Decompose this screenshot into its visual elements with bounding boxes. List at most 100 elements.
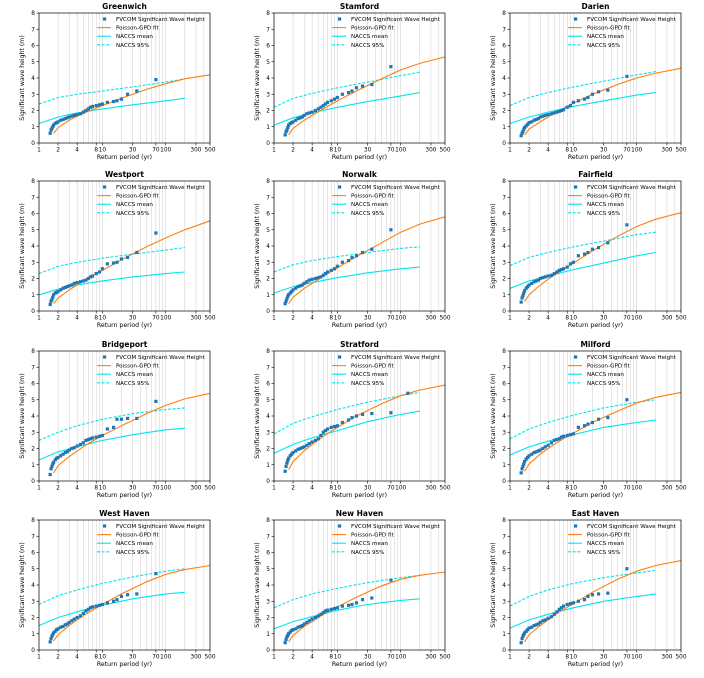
fvcom-marker: [541, 114, 545, 118]
x-tick-label: 100: [631, 486, 642, 492]
y-tick-label: 7: [502, 195, 506, 201]
x-tick-label: 4: [75, 148, 79, 154]
fvcom-marker: [100, 433, 104, 438]
y-tick-label: 1: [31, 293, 35, 299]
fvcom-marker: [546, 274, 550, 278]
fvcom-marker: [534, 450, 538, 454]
fvcom-marker: [532, 118, 536, 122]
y-tick-label: 1: [266, 293, 270, 299]
x-tick-label: 500: [439, 655, 450, 661]
y-tick-label: 8: [266, 179, 270, 185]
fvcom-marker: [56, 120, 60, 124]
fvcom-marker: [532, 280, 536, 284]
x-tick-label: 70: [387, 316, 395, 322]
legend: FVCOM Significant Wave Height Poisson-GPD…: [568, 524, 677, 556]
x-tick-label: 1: [37, 148, 41, 154]
legend-label: FVCOM Significant Wave Height: [587, 17, 677, 23]
fvcom-marker: [559, 108, 564, 113]
fvcom-marker: [115, 598, 119, 602]
fvcom-marker: [532, 624, 536, 628]
x-tick-label: 4: [546, 655, 550, 661]
legend: FVCOM Significant Wave Height Poisson-GPD…: [97, 185, 206, 217]
y-tick-label: 2: [31, 447, 35, 453]
legend-label: NACCS 95%: [587, 211, 621, 217]
fvcom-marker: [78, 112, 82, 116]
x-tick-label: 4: [310, 148, 314, 154]
fvcom-marker: [520, 131, 524, 135]
fvcom-marker: [582, 598, 587, 602]
x-tick-label: 100: [395, 655, 406, 661]
x-tick-label: 30: [600, 486, 608, 492]
legend-label: Poisson-GPD fit: [351, 533, 394, 539]
y-tick-label: 1: [502, 463, 506, 469]
fvcom-marker: [319, 105, 323, 109]
fvcom-marker: [346, 603, 351, 607]
y-tick-label: 0: [31, 141, 35, 147]
legend-label: Poisson-GPD fit: [351, 364, 394, 370]
x-tick-label: 4: [310, 316, 314, 322]
fvcom-marker: [154, 78, 158, 82]
fvcom-marker: [65, 285, 69, 289]
legend-label: NACCS mean: [587, 541, 624, 547]
y-tick-label: 2: [31, 277, 35, 283]
fvcom-marker: [285, 461, 289, 465]
fvcom-marker: [115, 260, 119, 264]
fvcom-marker: [135, 250, 139, 255]
fvcom-marker: [522, 291, 526, 295]
fvcom-marker: [406, 391, 410, 395]
fvcom-marker: [606, 591, 610, 595]
fvcom-marker: [325, 427, 330, 431]
y-axis-label: Significant wave height (m): [254, 203, 261, 288]
fvcom-marker: [291, 450, 295, 455]
x-tick-label: 1: [508, 316, 512, 322]
y-tick-label: 0: [502, 141, 506, 147]
x-tick-label: 500: [204, 655, 215, 661]
y-tick-label: 2: [502, 447, 506, 453]
y-tick-label: 4: [502, 583, 506, 589]
naccs-mean-line: [273, 92, 420, 126]
fvcom-marker: [538, 276, 542, 281]
y-tick-label: 6: [502, 44, 506, 50]
fvcom-marker: [52, 631, 56, 635]
fvcom-marker: [354, 254, 359, 258]
fvcom-marker: [88, 105, 93, 109]
fvcom-marker: [555, 270, 559, 274]
axes-frame: [509, 12, 682, 144]
x-tick-label: 8: [565, 655, 569, 661]
fvcom-marker: [298, 284, 302, 288]
y-tick-label: 4: [31, 583, 35, 589]
x-tick-label: 2: [56, 148, 60, 154]
x-tick-label: 10: [570, 486, 578, 492]
legend-label: NACCS 95%: [116, 211, 150, 217]
fvcom-marker: [84, 278, 88, 282]
y-tick-label: 3: [31, 430, 35, 436]
legend-label: FVCOM Significant Wave Height: [351, 17, 441, 23]
x-tick-label: 30: [364, 148, 372, 154]
y-tick-label: 8: [31, 349, 35, 355]
fvcom-marker: [340, 604, 344, 608]
x-tick-label: 2: [56, 655, 60, 661]
fvcom-marker: [50, 634, 54, 638]
fvcom-marker: [534, 117, 538, 122]
fvcom-marker: [283, 133, 287, 137]
x-tick-label: 30: [600, 148, 608, 154]
y-tick-label: 7: [31, 195, 35, 201]
x-tick-label: 8: [94, 316, 98, 322]
fvcom-marker: [59, 118, 63, 122]
fvcom-marker: [526, 285, 530, 289]
naccs-mean-line: [509, 251, 656, 289]
fvcom-marker: [370, 596, 374, 600]
fvcom-marker: [521, 634, 525, 638]
fvcom-marker: [75, 444, 79, 448]
subplot-title: Stratford: [340, 340, 379, 349]
legend-label: NACCS 95%: [351, 381, 385, 387]
subplot-title: East Haven: [572, 509, 620, 518]
fvcom-marker: [291, 120, 295, 124]
fvcom-marker: [530, 625, 534, 629]
fvcom-marker: [319, 612, 323, 616]
fvcom-marker: [527, 454, 531, 458]
x-tick-label: 8: [565, 316, 569, 322]
legend-marker-fvcom: [338, 17, 342, 21]
fvcom-marker: [48, 302, 52, 307]
